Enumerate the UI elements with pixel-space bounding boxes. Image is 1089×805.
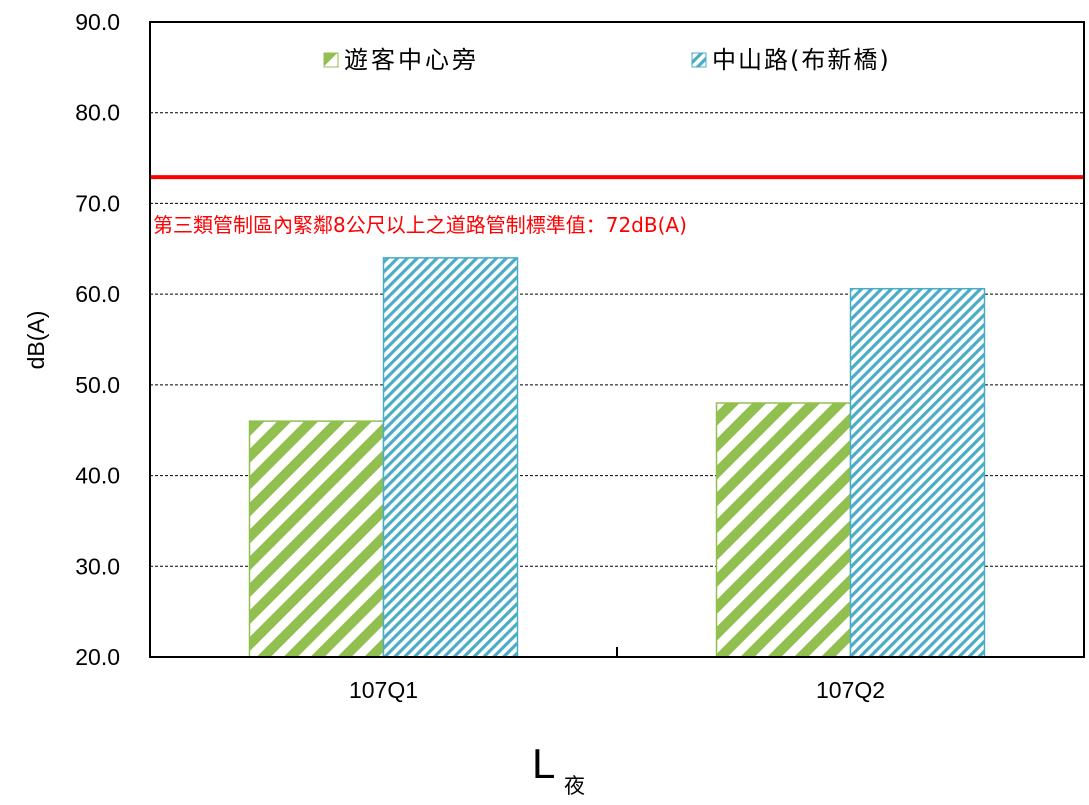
x-tick-label: 107Q1 bbox=[349, 677, 418, 703]
y-tick-label: 30.0 bbox=[75, 553, 120, 579]
y-tick-label: 50.0 bbox=[75, 372, 120, 398]
y-tick-label: 60.0 bbox=[75, 281, 120, 307]
y-tick-label: 40.0 bbox=[75, 463, 120, 489]
legend-swatch-series-2 bbox=[691, 52, 707, 68]
bar-series-2-107Q2 bbox=[849, 287, 986, 658]
bars bbox=[248, 257, 986, 658]
y-tick-labels: 20.0 30.0 40.0 50.0 60.0 70.0 80.0 90.0 bbox=[75, 9, 120, 670]
y-tick-label: 70.0 bbox=[75, 190, 120, 216]
bar-series-1-107Q1 bbox=[248, 420, 385, 658]
y-tick-label: 90.0 bbox=[75, 9, 120, 35]
y-tick-label: 80.0 bbox=[75, 100, 120, 126]
x-axis-title-main: L bbox=[532, 740, 555, 787]
legend-label-series-2: 中山路(布新橋) bbox=[712, 46, 891, 74]
x-tick-labels: 107Q1 107Q2 bbox=[349, 677, 885, 703]
y-axis-title: dB(A) bbox=[23, 311, 49, 370]
standard-limit-label: 第三類管制區內緊鄰8公尺以上之道路管制標準值：72dB(A) bbox=[153, 213, 687, 237]
bar-series-1-107Q2 bbox=[715, 402, 852, 658]
x-axis-title-sub: 夜 bbox=[564, 774, 585, 798]
bar-series-2-107Q1 bbox=[382, 257, 519, 658]
legend: 遊客中心旁 中山路(布新橋) bbox=[323, 46, 891, 74]
legend-label-series-1: 遊客中心旁 bbox=[344, 46, 479, 74]
y-tick-label: 20.0 bbox=[75, 644, 120, 670]
x-tick-label: 107Q2 bbox=[816, 677, 885, 703]
legend-swatch-series-1 bbox=[323, 52, 339, 68]
